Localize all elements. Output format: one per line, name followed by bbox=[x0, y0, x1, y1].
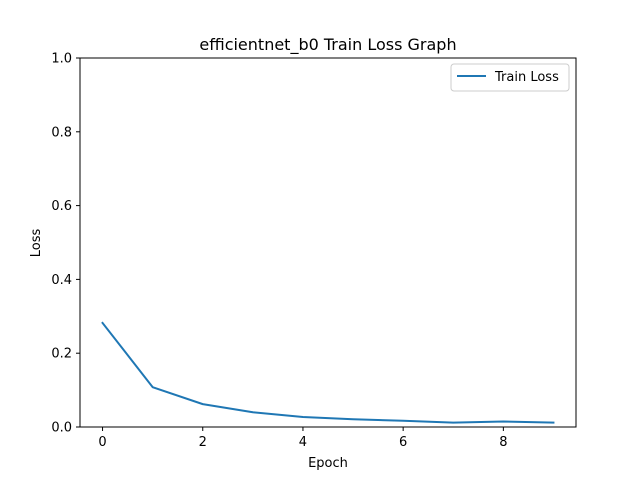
y-axis-title: Loss bbox=[29, 229, 44, 258]
y-tick-label: 0.2 bbox=[51, 347, 72, 362]
x-tick-label: 4 bbox=[299, 435, 307, 450]
y-tick-label: 0.6 bbox=[51, 199, 72, 214]
y-tick-label: 0.0 bbox=[51, 421, 72, 436]
x-tick-label: 6 bbox=[399, 435, 407, 450]
y-axis-ticks: 0.0 0.2 0.4 0.6 0.8 1.0 bbox=[51, 52, 80, 436]
series-layer bbox=[101, 321, 555, 424]
legend-box bbox=[450, 63, 570, 92]
plot-frame bbox=[79, 57, 577, 428]
y-tick-label: 0.8 bbox=[51, 125, 72, 140]
y-tick-label: 1.0 bbox=[51, 52, 72, 67]
x-tick-label: 0 bbox=[98, 435, 106, 450]
series-line-train-loss bbox=[101, 321, 555, 424]
x-tick-label: 2 bbox=[199, 435, 207, 450]
x-axis-title: Epoch bbox=[308, 456, 348, 471]
y-tick-label: 0.4 bbox=[51, 273, 72, 288]
x-axis-ticks: 0 2 4 6 8 bbox=[98, 427, 507, 450]
legend-label: Train Loss bbox=[494, 70, 559, 85]
chart-title: efficientnet_b0 Train Loss Graph bbox=[199, 35, 456, 55]
legend: Train Loss bbox=[450, 63, 570, 92]
x-tick-label: 8 bbox=[499, 435, 507, 450]
